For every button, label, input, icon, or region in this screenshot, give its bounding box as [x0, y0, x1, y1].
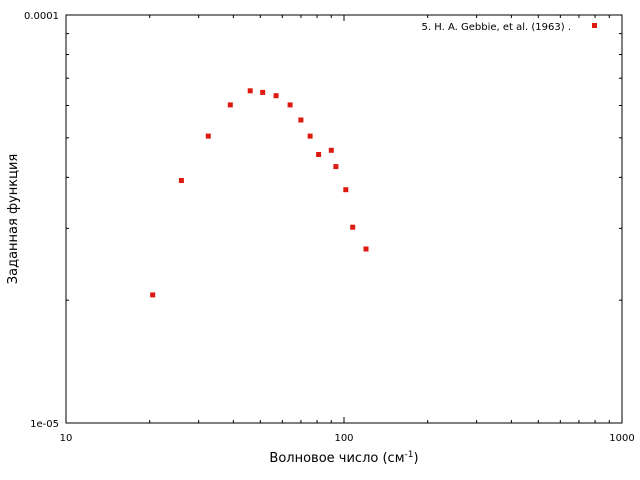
data-point: [227, 102, 233, 108]
data-points: [150, 88, 369, 298]
y-tick-label-top: 0.0001: [24, 11, 59, 22]
x-axis-title-end: ): [413, 451, 418, 466]
data-point: [307, 133, 313, 139]
data-point: [247, 88, 253, 94]
y-axis-title: Заданная функция: [6, 154, 21, 284]
data-point: [287, 102, 293, 108]
data-point: [260, 89, 266, 95]
legend: 5. H. A. Gebbie, et al. (1963) .: [422, 22, 597, 33]
x-tick-label-10: 10: [60, 433, 73, 444]
axis-ticks: [65, 14, 623, 424]
data-point: [328, 147, 334, 153]
data-point: [150, 292, 156, 298]
x-axis-title: Волновое число (см-1): [269, 450, 418, 466]
data-point: [333, 164, 339, 170]
data-point: [273, 93, 279, 99]
x-tick-label-1000: 1000: [609, 433, 634, 444]
data-point: [178, 178, 184, 183]
x-axis-title-superscript: -1: [405, 450, 414, 460]
data-point: [316, 152, 322, 157]
data-point: [363, 246, 369, 252]
x-tick-label-100: 100: [334, 433, 353, 444]
legend-marker: [592, 23, 597, 28]
legend-label: 5. H. A. Gebbie, et al. (1963) .: [422, 22, 571, 33]
plot-area-border: [65, 14, 623, 424]
data-point: [343, 187, 349, 193]
y-tick-label-bottom: 1e-05: [30, 419, 59, 430]
data-point: [205, 133, 211, 139]
data-point: [350, 224, 356, 230]
x-axis-title-main: Волновое число (см: [269, 451, 404, 466]
data-point: [298, 117, 304, 123]
